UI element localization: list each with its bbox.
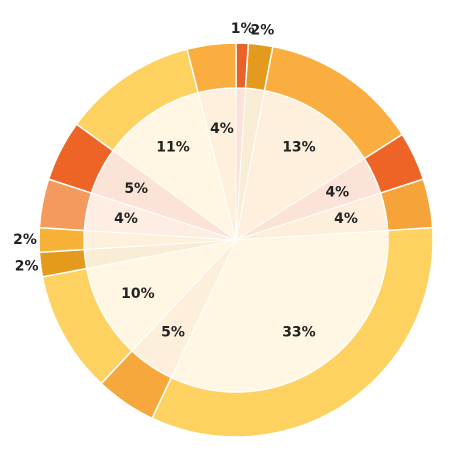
data-label: 4% [325, 184, 349, 200]
data-label: 5% [124, 181, 148, 197]
outer-ring-segment [151, 226, 434, 438]
data-label: 10% [121, 286, 155, 302]
data-label: 13% [282, 139, 316, 155]
data-label: 4% [114, 211, 138, 227]
data-label: 4% [334, 211, 358, 227]
data-label: 4% [210, 121, 234, 137]
outer-ring-segment [186, 42, 237, 94]
data-label: 33% [282, 325, 316, 341]
data-label: 2% [251, 23, 275, 39]
data-label: 1% [231, 21, 255, 37]
data-label: 2% [15, 258, 39, 274]
outer-ring-segment [38, 226, 86, 254]
data-label: 5% [161, 325, 185, 341]
data-label: 11% [156, 139, 190, 155]
data-label: 2% [13, 232, 37, 248]
